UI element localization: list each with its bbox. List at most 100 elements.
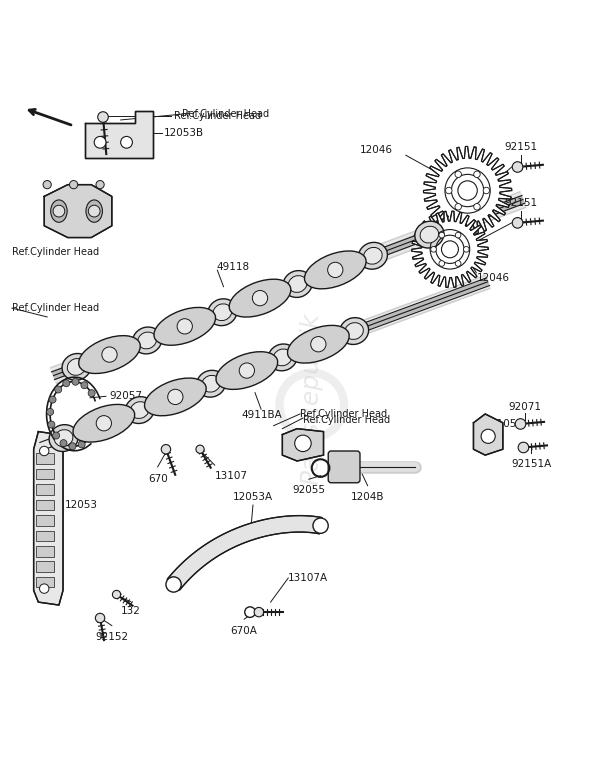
Circle shape <box>43 181 51 189</box>
Circle shape <box>94 136 106 148</box>
Text: 132: 132 <box>121 606 140 616</box>
Ellipse shape <box>133 327 161 354</box>
Ellipse shape <box>197 370 226 397</box>
Circle shape <box>78 441 85 448</box>
Circle shape <box>455 171 461 177</box>
Ellipse shape <box>340 318 368 344</box>
Ellipse shape <box>86 200 103 222</box>
Text: 12053: 12053 <box>65 500 98 510</box>
Polygon shape <box>424 146 512 235</box>
Text: Ref.Cylinder Head: Ref.Cylinder Head <box>300 409 387 419</box>
Circle shape <box>49 396 56 403</box>
Bar <box>36 453 53 464</box>
Text: 92055: 92055 <box>292 485 325 495</box>
Circle shape <box>48 421 55 428</box>
Circle shape <box>88 205 100 217</box>
Text: 670: 670 <box>148 474 167 484</box>
Ellipse shape <box>145 378 206 415</box>
Ellipse shape <box>287 326 349 363</box>
Text: Ref.Cylinder Head: Ref.Cylinder Head <box>12 303 99 313</box>
Circle shape <box>47 408 53 415</box>
Circle shape <box>196 445 204 453</box>
Ellipse shape <box>304 251 366 289</box>
Circle shape <box>328 262 343 277</box>
Polygon shape <box>85 111 153 158</box>
Bar <box>36 500 53 510</box>
Circle shape <box>313 518 328 533</box>
Circle shape <box>112 591 121 598</box>
Circle shape <box>53 432 59 439</box>
Polygon shape <box>167 515 322 590</box>
Text: 92071: 92071 <box>508 402 541 412</box>
Ellipse shape <box>358 243 388 269</box>
Ellipse shape <box>345 322 364 339</box>
Text: 49118: 49118 <box>217 263 250 273</box>
Circle shape <box>439 260 445 267</box>
Bar <box>36 484 53 494</box>
Text: 670A: 670A <box>231 625 257 636</box>
Circle shape <box>166 577 181 592</box>
Circle shape <box>446 188 452 194</box>
Ellipse shape <box>73 405 134 442</box>
Circle shape <box>72 378 79 385</box>
Circle shape <box>40 584 49 594</box>
Ellipse shape <box>274 349 292 366</box>
Circle shape <box>254 608 263 617</box>
Polygon shape <box>44 184 112 238</box>
Circle shape <box>474 204 480 210</box>
Bar <box>36 531 53 541</box>
Ellipse shape <box>420 226 439 243</box>
Circle shape <box>161 445 170 454</box>
Circle shape <box>295 435 311 452</box>
Ellipse shape <box>67 359 86 375</box>
Polygon shape <box>412 211 488 288</box>
Bar <box>36 561 53 572</box>
Text: 92057: 92057 <box>109 391 142 401</box>
Circle shape <box>463 246 469 252</box>
Ellipse shape <box>79 336 140 374</box>
Ellipse shape <box>49 425 78 452</box>
Polygon shape <box>34 432 63 605</box>
Ellipse shape <box>138 332 157 349</box>
FancyBboxPatch shape <box>328 451 360 483</box>
Text: 92151A: 92151A <box>511 460 551 469</box>
Text: 92152: 92152 <box>95 632 128 642</box>
Ellipse shape <box>268 344 297 370</box>
Text: PartsRepublik: PartsRepublik <box>300 313 324 485</box>
Circle shape <box>40 446 49 456</box>
Text: 11056: 11056 <box>491 419 524 429</box>
Circle shape <box>70 181 78 189</box>
Circle shape <box>63 380 70 387</box>
Circle shape <box>96 181 104 189</box>
Circle shape <box>311 336 326 352</box>
Text: Ref.Cylinder Head: Ref.Cylinder Head <box>182 109 269 119</box>
Circle shape <box>55 386 62 393</box>
Text: 12053A: 12053A <box>233 492 273 502</box>
Ellipse shape <box>213 304 232 321</box>
Text: 12053B: 12053B <box>164 128 204 138</box>
Circle shape <box>102 347 117 362</box>
Circle shape <box>481 429 495 443</box>
Circle shape <box>81 381 88 389</box>
Text: 1204B: 1204B <box>351 491 385 501</box>
Ellipse shape <box>229 279 291 317</box>
Circle shape <box>439 232 445 238</box>
Circle shape <box>96 415 112 431</box>
Circle shape <box>98 112 109 122</box>
Circle shape <box>515 418 526 429</box>
Circle shape <box>474 171 480 177</box>
Circle shape <box>455 204 461 210</box>
Ellipse shape <box>208 299 237 326</box>
Circle shape <box>88 390 95 397</box>
Circle shape <box>431 246 436 252</box>
Circle shape <box>483 188 490 194</box>
Ellipse shape <box>364 247 382 264</box>
Bar <box>36 469 53 480</box>
Circle shape <box>95 613 105 622</box>
Text: 4911BA: 4911BA <box>242 410 283 420</box>
Ellipse shape <box>62 353 91 381</box>
Text: 13107A: 13107A <box>288 573 328 583</box>
Ellipse shape <box>50 200 67 222</box>
Text: 92151: 92151 <box>504 143 537 153</box>
Text: Ref.Cylinder Head: Ref.Cylinder Head <box>12 247 99 257</box>
